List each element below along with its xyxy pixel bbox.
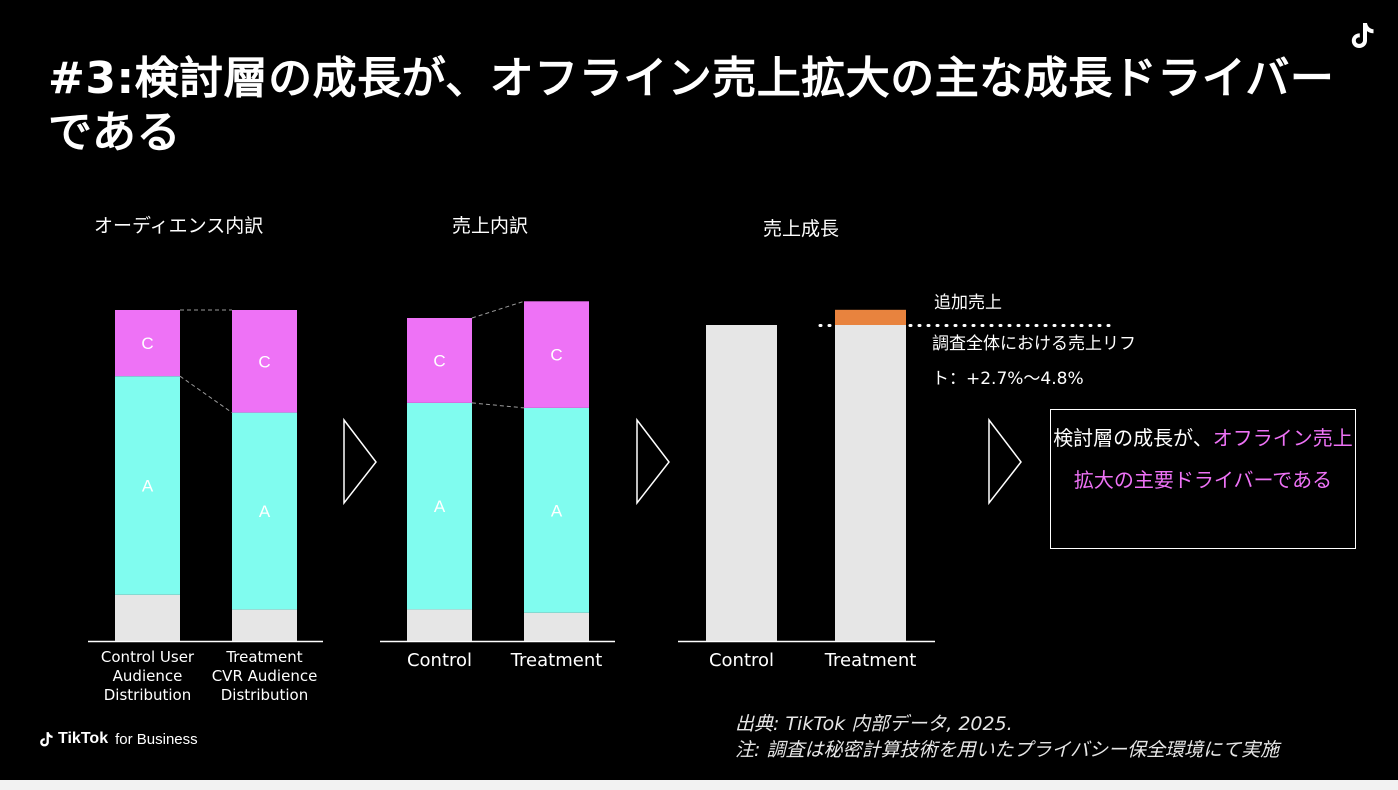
- brand-name: TikTok: [58, 730, 109, 747]
- chart3-bar-2-segment-追加売上: [835, 309, 906, 325]
- chart2-bar-2-segment-other: [524, 612, 589, 641]
- section-label-sales-breakdown: 売上内訳: [452, 215, 529, 237]
- conclusion-box: 検討層の成長が、オフライン売上拡大の主要ドライバーである: [1050, 409, 1356, 549]
- source-line1: 出典: TikTok 内部データ, 2025.: [735, 713, 1013, 735]
- chart2-category-label: Control: [406, 650, 473, 671]
- conclusion-highlight: オフライン売上拡大の主要ドライバーである: [1073, 426, 1353, 492]
- arrow-right-icon: [343, 417, 377, 506]
- chart1-bar-2-segment-C: [232, 310, 297, 413]
- lift-label-line1: 調査全体における売上リフ: [932, 334, 1136, 354]
- chart2-bar-1-segment-A: [407, 402, 472, 610]
- chart2-bar-2-segment-A: [524, 407, 589, 613]
- chart1-segment-label: C: [258, 352, 270, 371]
- chart1-bar-1-segment-other: [115, 594, 180, 641]
- conclusion-text: 検討層の成長が、: [1053, 426, 1213, 450]
- source-line2: 注: 調査は秘密計算技術を用いたプライバシー保全環境にて実施: [735, 739, 1280, 761]
- lift-label-line2: ト：+2.7%〜4.8%: [932, 369, 1084, 389]
- tiktok-icon: [1351, 23, 1374, 48]
- chart2-connector-line: [471, 402, 525, 409]
- brand-logo: TikTok for Business: [38, 730, 198, 748]
- page-title: #3:検討層の成長が、オフライン売上拡大の主な成長ドライバーである: [48, 53, 1335, 158]
- chart3-bar-2-segment-other: [835, 325, 906, 641]
- brand-suffix: for Business: [115, 730, 198, 748]
- chart1-bar-2-segment-A: [232, 412, 297, 610]
- chart2-segment-label: A: [551, 501, 563, 520]
- source-note: 出典: TikTok 内部データ, 2025. 注: 調査は秘密計算技術を用いた…: [735, 711, 1279, 763]
- chart2-connector-line: [471, 300, 525, 319]
- tiktok-icon: [40, 732, 53, 747]
- chart1-connector-line: [179, 375, 233, 414]
- section-label-sales-growth: 売上成長: [763, 218, 840, 240]
- chart1-category-label: Treatment CVR Audience Distribution: [211, 648, 318, 704]
- chart1-bar-2-segment-other: [232, 609, 297, 641]
- chart2-bar-2-segment-C: [524, 301, 589, 408]
- chart1-segment-label: A: [142, 476, 154, 495]
- chart2-category-label: Treatment: [510, 650, 603, 671]
- chart2-segment-label: A: [434, 497, 446, 516]
- chart3-category-label: Control: [708, 650, 775, 671]
- chart3-category-label: Treatment: [824, 650, 917, 671]
- chart1-category-label: Control User Audience Distribution: [100, 648, 195, 704]
- arrow-right-icon: [636, 417, 670, 506]
- chart2-bar-1-segment-other: [407, 609, 472, 641]
- incremental-label: 追加売上: [934, 293, 1002, 313]
- section-label-audience: オーディエンス内訳: [94, 215, 264, 237]
- chart1-bar-1-segment-C: [115, 310, 180, 377]
- arrow-right-icon: [988, 417, 1022, 506]
- chart2-bar-1-segment-C: [407, 318, 472, 403]
- chart1-bar-1-segment-A: [115, 376, 180, 595]
- bottom-strip: [0, 780, 1398, 790]
- chart2-segment-label: C: [433, 351, 445, 370]
- chart2-segment-label: C: [550, 346, 562, 365]
- chart1-segment-label: A: [259, 502, 271, 521]
- chart1-segment-label: C: [141, 334, 153, 353]
- chart3-bar-1-segment-other: [706, 325, 777, 641]
